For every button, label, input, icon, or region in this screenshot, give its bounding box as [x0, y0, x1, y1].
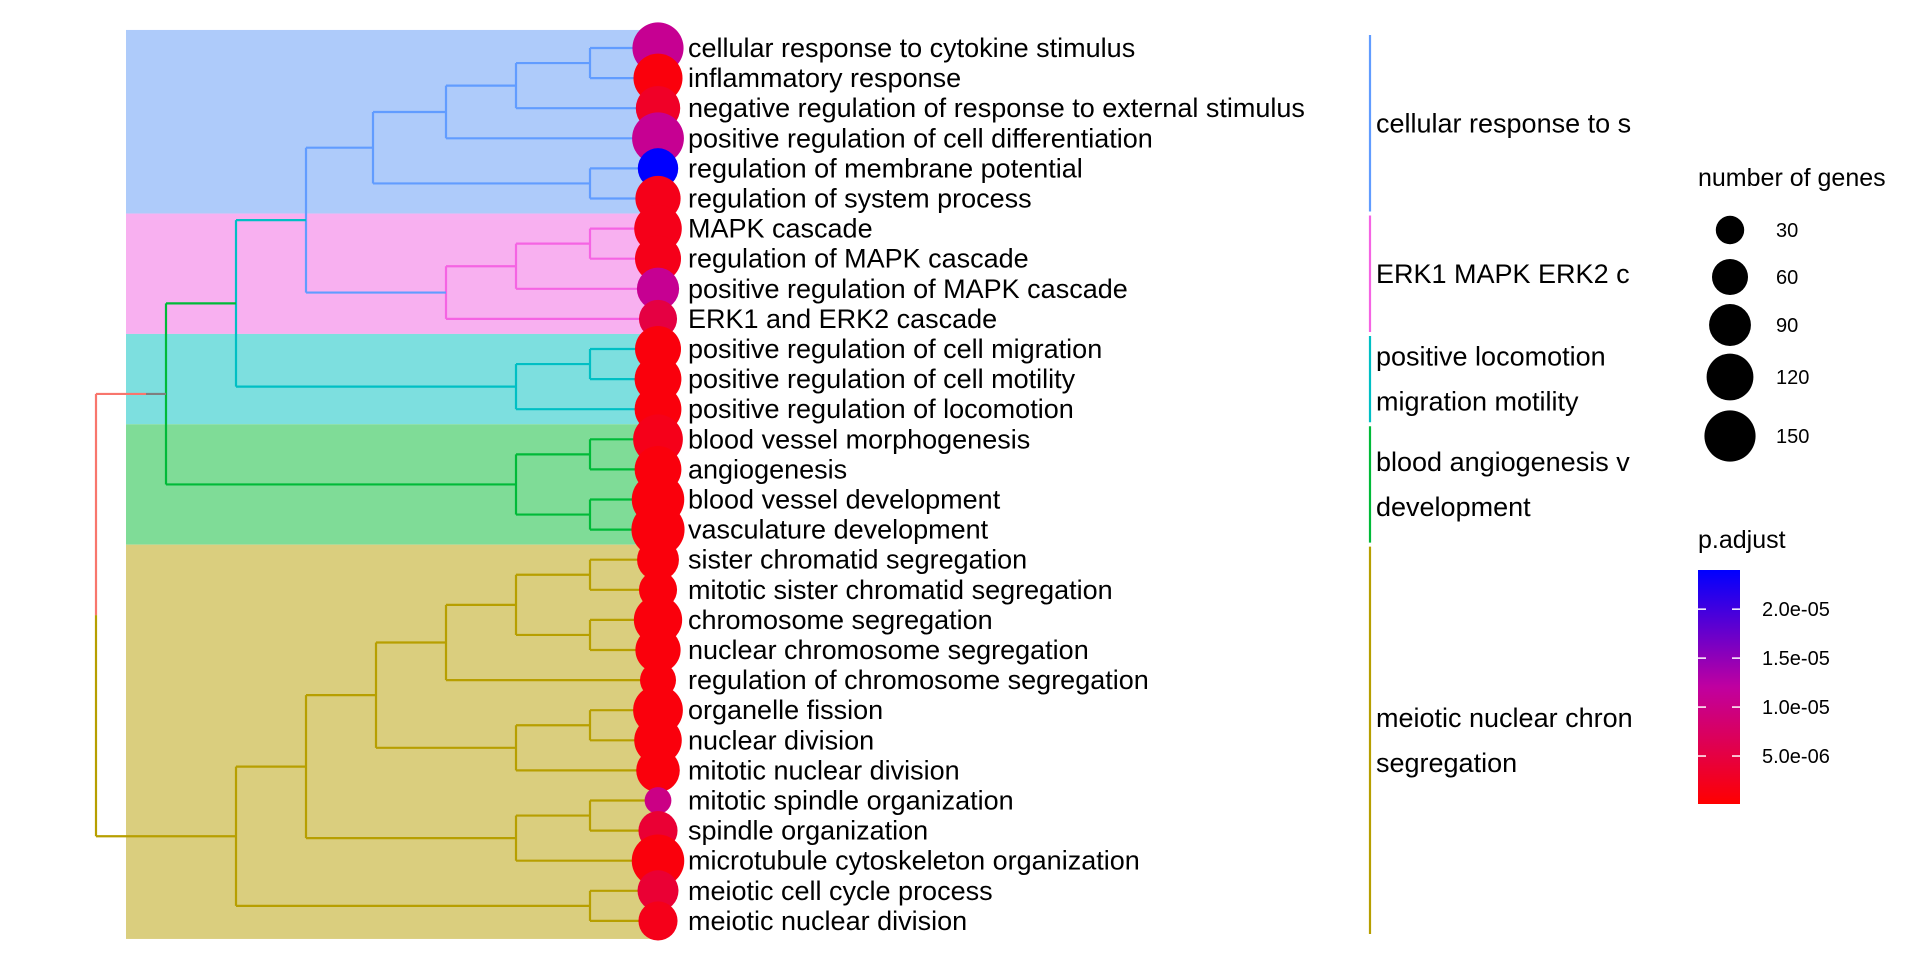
size-legend-label: 30	[1776, 220, 1798, 242]
term-dot	[636, 748, 680, 793]
cluster-backgrounds	[126, 29, 658, 939]
term-label: MAPK cascade	[688, 214, 873, 244]
term-dot	[631, 503, 685, 557]
cluster-label: cellular response to s	[1376, 108, 1631, 138]
size-legend-label: 60	[1776, 267, 1798, 289]
term-label: meiotic cell cycle process	[688, 876, 993, 906]
term-dot	[637, 538, 679, 581]
cluster-background	[126, 333, 658, 425]
size-legend-dot	[1704, 410, 1756, 462]
term-dots	[631, 22, 685, 941]
cluster-background	[126, 29, 658, 214]
color-legend-label: 1.0e-05	[1762, 697, 1830, 719]
size-legend-dot	[1709, 304, 1751, 346]
term-label: regulation of membrane potential	[688, 153, 1083, 183]
cluster-label: segregation	[1376, 748, 1517, 778]
term-label: positive regulation of cell migration	[688, 334, 1102, 364]
term-label: microtubule cytoskeleton organization	[688, 846, 1140, 876]
term-label: ERK1 and ERK2 cascade	[688, 304, 997, 334]
size-legend-label: 90	[1776, 315, 1798, 337]
term-label: blood vessel development	[688, 485, 1001, 515]
term-label: cellular response to cytokine stimulus	[688, 33, 1135, 63]
term-dot	[637, 870, 679, 912]
cluster-labels: cellular response to s ERK1 MAPK ERK2 c po…	[1368, 34, 1633, 934]
term-dot	[635, 627, 681, 673]
term-label: sister chromatid segregation	[688, 545, 1027, 575]
term-label: mitotic sister chromatid segregation	[688, 575, 1113, 605]
legend: number of genes 30 60 90 120 150 p.adjust 5.…	[1698, 164, 1886, 804]
term-label: angiogenesis	[688, 454, 847, 484]
term-label: regulation of chromosome segregation	[688, 665, 1149, 695]
term-dot	[634, 235, 682, 282]
cluster-label: migration motility	[1376, 387, 1579, 417]
color-bar	[1698, 570, 1740, 804]
term-label: meiotic nuclear division	[688, 906, 967, 936]
term-label: nuclear division	[688, 725, 874, 755]
cluster-label: blood angiogenesis v	[1376, 447, 1630, 477]
term-label: positive regulation of MAPK cascade	[688, 274, 1128, 304]
term-label: chromosome segregation	[688, 605, 993, 635]
color-legend-title: p.adjust	[1698, 526, 1786, 554]
term-label: mitotic spindle organization	[688, 786, 1014, 816]
color-legend-label: 1.5e-05	[1762, 648, 1830, 670]
size-legend-dot	[1706, 353, 1754, 401]
cluster-background	[126, 544, 658, 939]
size-legend-label: 150	[1776, 426, 1809, 448]
cluster-label: development	[1376, 492, 1531, 522]
term-label: regulation of system process	[688, 184, 1032, 214]
term-label: positive regulation of cell motility	[688, 364, 1076, 394]
size-legend-label: 120	[1776, 367, 1809, 389]
term-label: regulation of MAPK cascade	[688, 244, 1029, 274]
term-label: spindle organization	[688, 816, 928, 846]
cluster-background	[126, 213, 658, 334]
term-label: negative regulation of response to exter…	[688, 93, 1305, 123]
term-label: blood vessel morphogenesis	[688, 424, 1030, 454]
cluster-label: ERK1 MAPK ERK2 c	[1376, 259, 1630, 289]
term-label: organelle fission	[688, 695, 883, 725]
term-dot	[644, 787, 672, 814]
cluster-label: positive locomotion	[1376, 342, 1606, 372]
term-dot	[636, 267, 680, 310]
term-labels: cellular response to cytokine stimulusin…	[688, 33, 1305, 936]
term-dot	[631, 834, 685, 887]
color-legend-label: 2.0e-05	[1762, 599, 1830, 621]
term-label: positive regulation of locomotion	[688, 394, 1074, 424]
term-dot	[632, 112, 684, 165]
size-legend-title: number of genes	[1698, 164, 1886, 192]
term-label: vasculature development	[688, 515, 989, 545]
dendrogram	[94, 46, 658, 923]
color-legend-ticks: 5.0e-06 1.0e-05 1.5e-05 2.0e-05	[1698, 599, 1830, 768]
size-legend-dot	[1715, 215, 1745, 245]
term-label: nuclear chromosome segregation	[688, 635, 1089, 665]
color-legend-label: 5.0e-06	[1762, 746, 1830, 768]
size-legend: 30 60 90 120 150	[1704, 215, 1809, 462]
term-label: mitotic nuclear division	[688, 755, 960, 785]
size-legend-dot	[1711, 258, 1749, 296]
term-dot	[638, 901, 678, 941]
term-label: inflammatory response	[688, 63, 961, 93]
term-label: positive regulation of cell differentiat…	[688, 123, 1153, 153]
cluster-label: meiotic nuclear chron	[1376, 703, 1633, 733]
